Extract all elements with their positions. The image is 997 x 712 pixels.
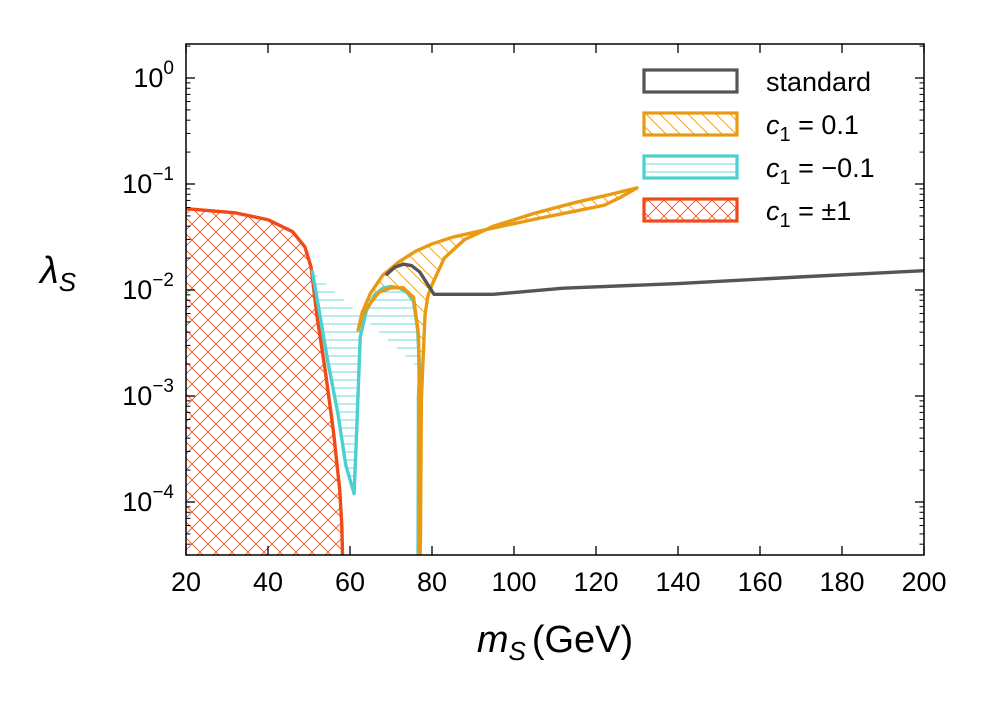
series-line-c1-0-1	[356, 186, 639, 555]
x-tick-label: 80	[417, 567, 447, 597]
x-tick-label: 120	[573, 567, 618, 597]
legend-swatch-c1-0-1	[642, 111, 739, 137]
x-axis-label: mS (GeV)	[477, 619, 633, 666]
x-tick-label: 200	[901, 567, 946, 597]
legend-swatch-standard	[642, 68, 739, 94]
x-tick-label: 60	[335, 567, 365, 597]
x-tick-label: 100	[491, 567, 536, 597]
legend-label-c1-0-1: c1 = −0.1	[766, 153, 875, 189]
series-line-standard	[385, 262, 924, 297]
y-tick-exponent: −2	[152, 270, 174, 291]
y-axis-label: λS	[38, 250, 77, 297]
legend-label-standard: standard	[766, 67, 871, 97]
legend-value: = −0.1	[791, 153, 875, 183]
y-tick-exponent: −4	[152, 482, 174, 503]
y-tick-base: 10	[122, 381, 152, 411]
legend-value: = 0.1	[791, 110, 859, 140]
plot-frame	[185, 43, 925, 556]
legend-subscript: 1	[780, 124, 791, 146]
series-fill-c1-0-1	[312, 271, 421, 555]
series-fills	[186, 187, 637, 555]
legend-value: = ±1	[791, 196, 852, 226]
x-axis-unit: (GeV)	[532, 619, 633, 661]
y-tick-label: 10−2	[122, 270, 174, 305]
x-tick-label: 160	[737, 567, 782, 597]
legend-subscript: 1	[780, 210, 791, 232]
x-tick-label: 140	[655, 567, 700, 597]
y-axis-symbol: λ	[38, 250, 59, 292]
x-tick-label: 20	[171, 567, 201, 597]
legend-subscript: 1	[780, 167, 791, 189]
series-fill-c1-0-1	[358, 187, 637, 555]
legend-symbol: c	[766, 153, 780, 183]
legend-swatch-c1-0-1	[642, 154, 739, 180]
y-tick-label: 100	[133, 58, 174, 93]
y-tick-exponent: −3	[152, 376, 174, 397]
x-tick-label: 40	[253, 567, 283, 597]
y-tick-label: 10−1	[122, 164, 174, 199]
y-tick-base: 10	[133, 63, 163, 93]
y-tick-exponent: 0	[163, 58, 174, 79]
x-axis-symbol: m	[477, 619, 509, 661]
y-tick-label: 10−4	[122, 482, 174, 517]
legend-symbol: c	[766, 110, 780, 140]
legend-label-c1-1: c1 = ±1	[766, 196, 851, 232]
y-tick-base: 10	[122, 487, 152, 517]
y-tick-exponent: −1	[152, 164, 174, 185]
y-tick-base: 10	[122, 169, 152, 199]
series-fill-c1-1	[186, 208, 343, 555]
series-line-c1-1	[186, 206, 345, 555]
legend-swatch-c1-1	[642, 197, 739, 223]
y-tick-label: 10−3	[122, 376, 174, 411]
y-axis-subscript: S	[59, 267, 77, 297]
legend-label-c1-0-1: c1 = 0.1	[766, 110, 859, 146]
y-tick-base: 10	[122, 275, 152, 305]
legend-symbol: c	[766, 196, 780, 226]
x-axis-subscript: S	[508, 636, 526, 666]
series-lines	[186, 186, 924, 555]
x-axis-ticks: 20 40 60 80 100 120 140 160 180 200	[171, 44, 947, 597]
x-tick-label: 180	[819, 567, 864, 597]
